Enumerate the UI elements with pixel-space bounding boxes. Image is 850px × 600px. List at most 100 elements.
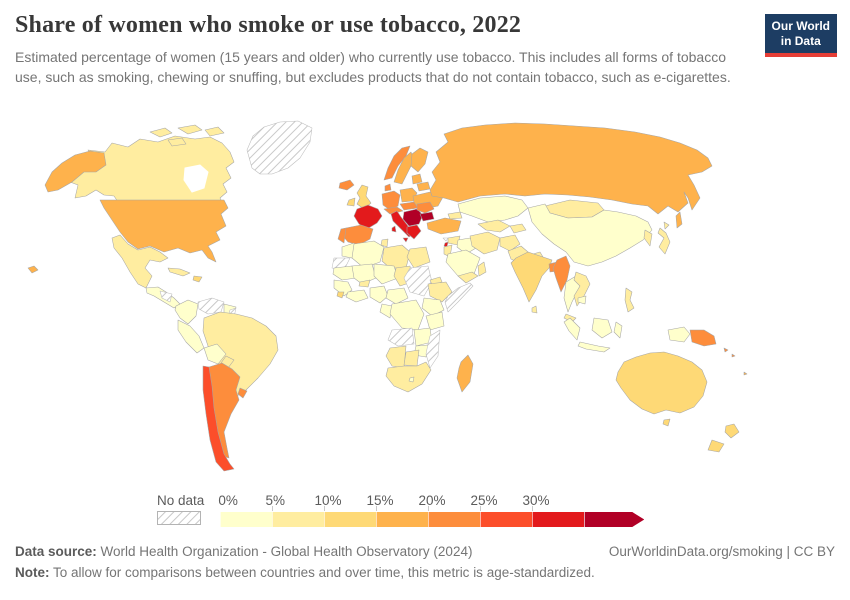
map-region-sicily[interactable] xyxy=(402,237,409,243)
map-region-south-africa[interactable] xyxy=(385,361,432,393)
map-region-java[interactable] xyxy=(577,341,611,353)
map-region-solomon-2[interactable] xyxy=(731,353,736,358)
map-region-portugal[interactable] xyxy=(337,227,347,244)
map-region-kyrgyz-tajik[interactable] xyxy=(509,223,527,234)
map-region-sumatra[interactable] xyxy=(563,317,581,341)
map-region-turkmen-uzbek[interactable] xyxy=(477,219,511,233)
map-region-canada-arctic-1[interactable] xyxy=(149,127,173,138)
map-region-iran[interactable] xyxy=(469,231,501,255)
map-region-myanmar[interactable] xyxy=(552,255,571,293)
map-region-nigeria[interactable] xyxy=(369,285,389,304)
map-region-west-papua[interactable] xyxy=(667,326,691,343)
map-region-hawaii[interactable] xyxy=(27,265,39,274)
map-region-fiji[interactable] xyxy=(743,371,748,376)
map-region-namibia[interactable] xyxy=(385,345,407,369)
map-region-australia[interactable] xyxy=(615,351,708,415)
map-region-saudi[interactable] xyxy=(445,249,481,277)
map-region-cambodia[interactable] xyxy=(577,295,587,305)
map-region-india[interactable] xyxy=(510,251,553,303)
map-region-sudan-south-sudan[interactable] xyxy=(403,265,433,297)
map-region-bolivia[interactable] xyxy=(203,343,227,365)
map-region-egypt[interactable] xyxy=(406,246,431,269)
legend-bin-7[interactable]: 35% xyxy=(584,512,644,527)
map-region-canada-arctic-2[interactable] xyxy=(177,124,203,135)
map-region-romania[interactable] xyxy=(416,201,435,214)
map-region-germany[interactable] xyxy=(381,190,401,211)
map-region-greece[interactable] xyxy=(406,224,422,240)
map-region-canada-arctic-3[interactable] xyxy=(204,126,225,137)
legend-bin-4[interactable]: 20% xyxy=(418,493,481,527)
map-region-norway[interactable] xyxy=(383,145,411,181)
map-region-eritrea[interactable] xyxy=(429,276,443,286)
legend-bin-1[interactable]: 5% xyxy=(265,493,325,527)
legend-bin-2[interactable]: 10% xyxy=(314,493,377,527)
map-region-ethiopia[interactable] xyxy=(427,281,453,303)
map-region-afghanistan[interactable] xyxy=(499,234,521,252)
map-region-sakhalin[interactable] xyxy=(675,211,683,229)
map-region-cyprus[interactable] xyxy=(442,237,449,242)
owid-link[interactable]: OurWorldinData.org/smoking | CC BY xyxy=(608,544,835,559)
map-region-sri-lanka[interactable] xyxy=(531,305,538,314)
map-region-yemen[interactable] xyxy=(457,271,479,284)
map-region-madagascar[interactable] xyxy=(456,354,474,393)
map-region-colombia[interactable] xyxy=(174,299,199,325)
map-region-tunisia[interactable] xyxy=(380,238,389,248)
map-region-turkey[interactable] xyxy=(426,217,462,235)
map-region-uruguay[interactable] xyxy=(237,387,248,399)
map-region-cameroon-car[interactable] xyxy=(385,287,409,305)
map-region-algeria[interactable] xyxy=(351,240,385,269)
map-region-kazakhstan[interactable] xyxy=(457,195,529,223)
map-region-nz-north[interactable] xyxy=(724,423,740,439)
map-region-bulgaria[interactable] xyxy=(419,211,435,222)
map-region-greenland[interactable] xyxy=(246,120,313,175)
map-region-sierra-leone[interactable] xyxy=(336,291,345,299)
map-region-sardinia[interactable] xyxy=(391,225,397,233)
map-region-philippines[interactable] xyxy=(624,287,635,313)
map-region-ireland[interactable] xyxy=(346,197,356,207)
map-region-lesotho[interactable] xyxy=(408,376,415,383)
legend-no-data[interactable]: No data xyxy=(157,493,204,525)
map-region-japan[interactable] xyxy=(657,227,671,255)
legend-bin-5[interactable]: 25% xyxy=(470,493,533,527)
map-region-usa[interactable] xyxy=(99,199,229,263)
legend-bin-6[interactable]: 30% xyxy=(522,493,585,527)
map-region-russia[interactable] xyxy=(429,122,713,215)
map-region-belarus[interactable] xyxy=(416,181,431,192)
owid-logo[interactable]: Our World in Data xyxy=(764,14,837,57)
map-region-libya[interactable] xyxy=(381,244,411,269)
map-region-cote-ghana[interactable] xyxy=(345,289,369,303)
map-region-alaska[interactable] xyxy=(44,150,107,193)
map-region-hokkaido[interactable] xyxy=(663,221,670,230)
map-region-sulawesi[interactable] xyxy=(613,321,623,339)
map-region-korea[interactable] xyxy=(643,229,653,247)
map-region-canada-arctic-4[interactable] xyxy=(167,137,187,147)
map-region-iceland[interactable] xyxy=(338,179,355,191)
map-region-france[interactable] xyxy=(353,204,383,230)
map-region-mauritania[interactable] xyxy=(332,265,357,281)
map-region-caucasus[interactable] xyxy=(447,211,463,220)
map-region-china[interactable] xyxy=(527,203,653,267)
map-region-laos-vietnam[interactable] xyxy=(573,271,591,307)
map-region-hispaniola[interactable] xyxy=(192,275,203,283)
map-region-finland[interactable] xyxy=(410,147,429,173)
map-region-chile[interactable] xyxy=(202,365,235,472)
legend-bin-3[interactable]: 15% xyxy=(366,493,429,527)
map-region-gabon-congo[interactable] xyxy=(379,303,393,319)
map-region-nz-south[interactable] xyxy=(707,439,725,453)
map-region-somalia[interactable] xyxy=(444,282,474,313)
map-region-oman[interactable] xyxy=(477,261,487,277)
map-region-cuba[interactable] xyxy=(167,267,191,277)
map-region-alpine[interactable] xyxy=(383,206,404,215)
map-region-denmark[interactable] xyxy=(384,183,392,192)
map-region-baltics[interactable] xyxy=(411,173,423,185)
map-region-tanzania[interactable] xyxy=(425,311,445,331)
map-region-solomon-1[interactable] xyxy=(723,347,729,353)
map-region-venezuela[interactable] xyxy=(197,297,225,315)
map-region-tasmania[interactable] xyxy=(662,418,671,427)
legend-bin-0[interactable]: 0% xyxy=(218,493,273,527)
map-region-borneo[interactable] xyxy=(591,317,613,339)
map-region-honduras-nicaragua[interactable] xyxy=(159,290,173,303)
map-region-burkina-faso[interactable] xyxy=(358,279,371,288)
map-region-angola[interactable] xyxy=(387,327,415,347)
map-region-papua-new-guinea[interactable] xyxy=(689,329,717,347)
